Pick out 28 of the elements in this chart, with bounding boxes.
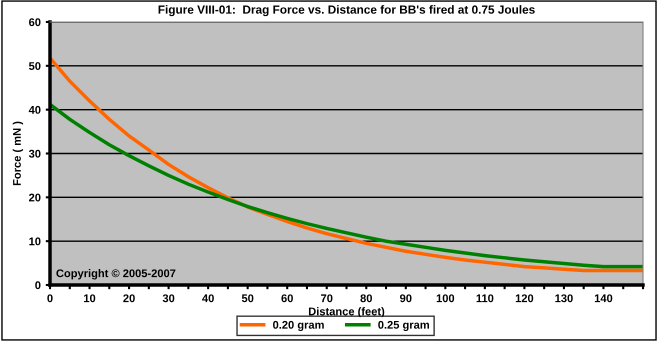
x-tick-label: 50 [242, 294, 254, 302]
x-tick-label: 40 [202, 294, 214, 302]
y-tick-label: 10 [29, 237, 41, 246]
x-tick-label: 0 [47, 294, 53, 302]
annotation: Copyright © 2005-2007 [56, 269, 176, 280]
x-tick-label: 60 [281, 294, 293, 302]
legend-label: 0.20 gram [273, 320, 324, 331]
x-tick-label: 140 [594, 294, 612, 302]
x-tick-label: 90 [400, 294, 412, 302]
y-tick-label: 50 [28, 62, 41, 70]
y-tick-label: 20 [29, 194, 41, 202]
x-tick-label: 110 [476, 294, 494, 302]
x-tick-label: 30 [162, 294, 174, 302]
x-tick-label: 10 [84, 294, 96, 302]
y-tick-label: 0 [35, 281, 41, 290]
chart-title: Figure VIII-01: Drag Force vs. Distance for BB's fired at 0.75 Joules [158, 5, 535, 16]
legend-label: 0.25 gram [378, 320, 429, 331]
x-axis-title: Distance (feet) [308, 307, 384, 318]
y-tick-label: 30 [28, 150, 41, 158]
x-tick-label: 80 [360, 294, 372, 302]
x-tick-label: 100 [436, 294, 454, 302]
y-tick-label: 40 [28, 106, 41, 114]
x-tick-label: 70 [321, 294, 332, 302]
y-axis-title: Force ( mN ) [12, 122, 24, 186]
x-tick-label: 20 [123, 294, 135, 302]
y-tick-label: 60 [29, 18, 41, 26]
x-tick-label: 130 [555, 294, 573, 302]
x-tick-label: 120 [516, 294, 534, 302]
